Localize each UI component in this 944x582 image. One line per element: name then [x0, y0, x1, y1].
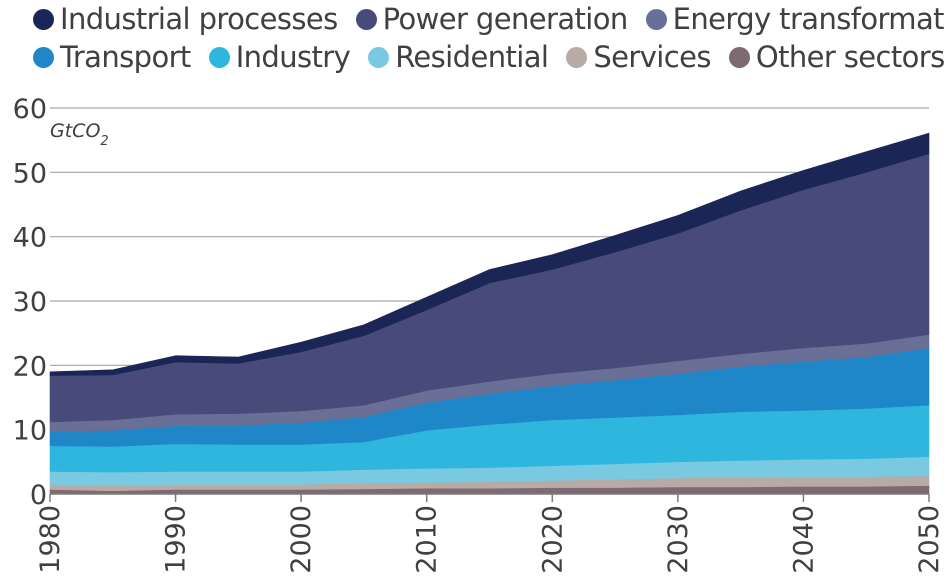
legend-item-power-generation: Power generation — [355, 2, 629, 36]
legend-label: Industry — [235, 40, 351, 74]
x-tick-label: 1980 — [35, 505, 66, 574]
y-tick-label: 60 — [13, 94, 47, 125]
legend-item-transport: Transport — [33, 40, 191, 74]
legend-swatch — [33, 46, 54, 68]
legend-item-residential: Residential — [368, 40, 549, 74]
legend-row: Industrial processes Power generation Ener… — [33, 0, 944, 38]
legend-item-services: Services — [566, 40, 711, 74]
area-series — [49, 132, 930, 495]
legend-swatch — [645, 8, 667, 30]
legend-row: Transport Industry Residential Services Othe… — [33, 38, 944, 76]
x-tick-label: 2000 — [286, 505, 317, 574]
legend-item-energy-transformation: Energy transformation — [645, 2, 944, 36]
legend-label: Energy transformation — [672, 2, 944, 36]
legend-swatch — [208, 46, 230, 68]
x-tick-label: 2010 — [412, 505, 443, 574]
legend-label: Transport — [60, 40, 191, 74]
y-tick-label: 40 — [13, 223, 47, 254]
x-tick-label: 2040 — [788, 505, 819, 574]
legend-swatch — [355, 8, 377, 30]
y-tick-label: 30 — [13, 287, 47, 318]
legend-swatch — [33, 8, 54, 30]
legend-item-industrial-processes: Industrial processes — [33, 2, 338, 36]
area-industrial-processes — [49, 132, 930, 376]
legend-label: Power generation — [382, 2, 629, 36]
legend-label: Industrial processes — [60, 2, 338, 36]
x-tick-label: 1990 — [161, 505, 192, 574]
legend-swatch — [728, 46, 750, 68]
legend-item-industry: Industry — [208, 40, 351, 74]
legend-label: Residential — [395, 40, 549, 74]
legend-label: Other sectors — [755, 40, 944, 74]
x-tick-label: 2050 — [914, 505, 944, 574]
x-tick-label: 2030 — [663, 505, 694, 574]
chart-legend: Industrial processes Power generation Ener… — [33, 0, 944, 76]
y-tick-label: 20 — [13, 351, 47, 382]
legend-swatch — [566, 46, 588, 68]
y-tick-label: 0 — [30, 480, 47, 511]
unit-label: GtCO2 — [50, 120, 109, 149]
legend-item-other-sectors: Other sectors — [728, 40, 944, 74]
y-tick-label: 50 — [13, 158, 47, 189]
legend-swatch — [368, 46, 390, 68]
x-tick-label: 2020 — [537, 505, 568, 574]
legend-label: Services — [593, 40, 711, 74]
y-tick-label: 10 — [13, 416, 47, 447]
